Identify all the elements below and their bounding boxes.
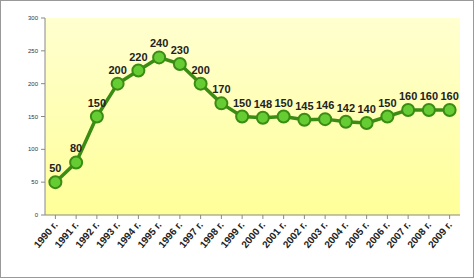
y-tick — [41, 149, 45, 150]
x-tick — [325, 215, 326, 219]
marker — [444, 104, 456, 116]
data-label: 240 — [150, 37, 168, 49]
y-tick-label: 300 — [28, 15, 39, 21]
data-label: 150 — [88, 97, 106, 109]
marker — [195, 78, 207, 90]
chart-container: 0501001502002503001990 г.1991 г.1992 г.1… — [0, 0, 474, 278]
data-label: 230 — [171, 44, 189, 56]
chart-border — [1, 1, 474, 278]
chart-svg: 0501001502002503001990 г.1991 г.1992 г.1… — [0, 0, 474, 278]
x-tick — [428, 215, 429, 219]
marker — [423, 104, 435, 116]
data-label: 150 — [378, 97, 396, 109]
x-tick — [283, 215, 284, 219]
marker — [49, 176, 61, 188]
x-tick — [138, 215, 139, 219]
marker — [319, 113, 331, 125]
x-tick — [366, 215, 367, 219]
y-tick-label: 0 — [35, 212, 39, 218]
data-label: 160 — [399, 90, 417, 102]
x-tick — [55, 215, 56, 219]
y-tick — [41, 182, 45, 183]
marker — [257, 112, 269, 124]
data-label: 150 — [274, 97, 292, 109]
y-tick — [41, 83, 45, 84]
y-tick — [41, 116, 45, 117]
x-tick — [345, 215, 346, 219]
data-label: 50 — [49, 162, 61, 174]
marker — [340, 116, 352, 128]
marker — [361, 117, 373, 129]
marker — [91, 111, 103, 123]
x-tick — [179, 215, 180, 219]
marker — [132, 65, 144, 77]
data-label: 150 — [233, 97, 251, 109]
x-tick — [387, 215, 388, 219]
data-label: 148 — [254, 98, 272, 110]
data-label: 80 — [70, 142, 82, 154]
y-tick-label: 50 — [31, 179, 38, 185]
data-label: 160 — [420, 90, 438, 102]
y-tick-label: 150 — [28, 114, 39, 120]
plot-marks — [49, 51, 455, 188]
y-tick — [41, 50, 45, 51]
x-tick-label: 2009 г. — [426, 219, 454, 250]
x-tick — [221, 215, 222, 219]
x-tick — [200, 215, 201, 219]
series-line — [55, 57, 449, 182]
data-label: 170 — [212, 83, 230, 95]
data-label: 145 — [295, 100, 313, 112]
data-label: 160 — [440, 90, 458, 102]
marker — [112, 78, 124, 90]
marker — [153, 51, 165, 63]
data-label: 200 — [108, 64, 126, 76]
x-tick — [76, 215, 77, 219]
marker — [278, 111, 290, 123]
x-tick — [96, 215, 97, 219]
x-tick — [117, 215, 118, 219]
marker — [70, 156, 82, 168]
marker — [174, 58, 186, 70]
data-label: 142 — [337, 102, 355, 114]
marker — [215, 97, 227, 109]
x-tick — [408, 215, 409, 219]
marker — [381, 111, 393, 123]
marker — [298, 114, 310, 126]
data-label: 220 — [129, 51, 147, 63]
plot-area — [45, 18, 460, 215]
data-label: 146 — [316, 99, 334, 111]
x-tick — [304, 215, 305, 219]
y-tick — [41, 18, 45, 19]
x-tick — [262, 215, 263, 219]
marker — [236, 111, 248, 123]
marker — [402, 104, 414, 116]
data-label: 200 — [191, 64, 209, 76]
y-tick-label: 200 — [28, 81, 39, 87]
x-tick — [242, 215, 243, 219]
x-tick — [449, 215, 450, 219]
y-tick-label: 100 — [28, 146, 39, 152]
x-axis-line — [45, 215, 460, 216]
data-label: 140 — [357, 103, 375, 115]
y-tick — [41, 215, 45, 216]
y-tick-label: 250 — [28, 48, 39, 54]
x-tick — [159, 215, 160, 219]
